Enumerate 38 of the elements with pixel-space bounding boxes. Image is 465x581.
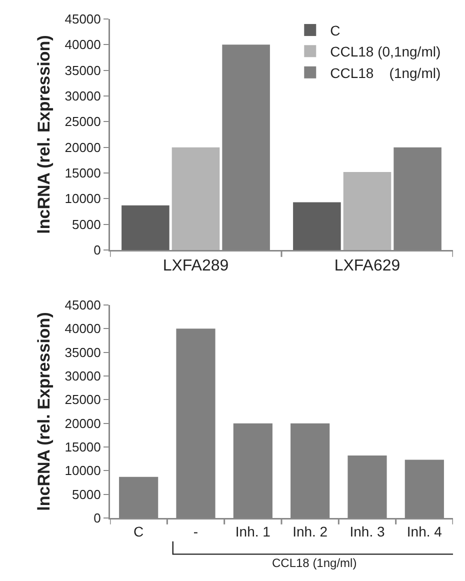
x-tick-label: - (193, 523, 198, 540)
bar (172, 147, 220, 250)
y-tick-label: 25000 (64, 392, 101, 408)
y-tick-label: 35000 (64, 344, 101, 360)
x-tick-label: Inh. 3 (350, 523, 385, 540)
legend-label: C (330, 22, 340, 38)
y-tick-label: 5000 (72, 216, 101, 232)
legend-label: CCL18 (1ng/ml) (330, 64, 441, 81)
y-tick-label: 45000 (64, 298, 101, 313)
y-tick-label: 25000 (64, 114, 101, 130)
y-tick-label: 10000 (64, 191, 101, 206)
y-tick-label: 30000 (64, 368, 101, 384)
y-axis-title: lncRNA (rel. Expression) (34, 35, 54, 234)
y-tick-label: 15000 (64, 440, 101, 455)
y-axis-title: lncRNA (rel. Expression) (34, 312, 54, 511)
y-tick-label: 20000 (64, 140, 101, 155)
x-tick-label: LXFA629 (334, 258, 400, 275)
y-tick-label: 15000 (64, 166, 101, 181)
x-tick-label: LXFA289 (162, 258, 229, 275)
y-tick-label: 40000 (64, 321, 101, 336)
x-tick-label: Inh. 4 (406, 523, 442, 540)
text: CCL18 (1ng/ml) (272, 556, 357, 570)
y-tick-label: 0 (94, 242, 101, 258)
y-tick-label: 0 (94, 510, 101, 526)
x-tick-label: C (134, 523, 144, 540)
bar (293, 202, 341, 250)
bar (343, 172, 392, 250)
y-tick-label: 30000 (64, 88, 101, 104)
y-tick-label: 5000 (72, 486, 101, 502)
y-tick-label: 20000 (64, 416, 101, 431)
x-tick-label: Inh. 2 (292, 523, 328, 540)
y-tick-label: 10000 (64, 463, 101, 478)
legend-label: CCL18 (0,1ng/ml) (330, 44, 441, 60)
y-tick-label: 45000 (64, 12, 101, 27)
x-tick-label: Inh. 1 (235, 523, 271, 540)
y-tick-label: 35000 (64, 62, 101, 78)
y-tick-label: 40000 (64, 37, 101, 52)
bar (122, 205, 170, 250)
